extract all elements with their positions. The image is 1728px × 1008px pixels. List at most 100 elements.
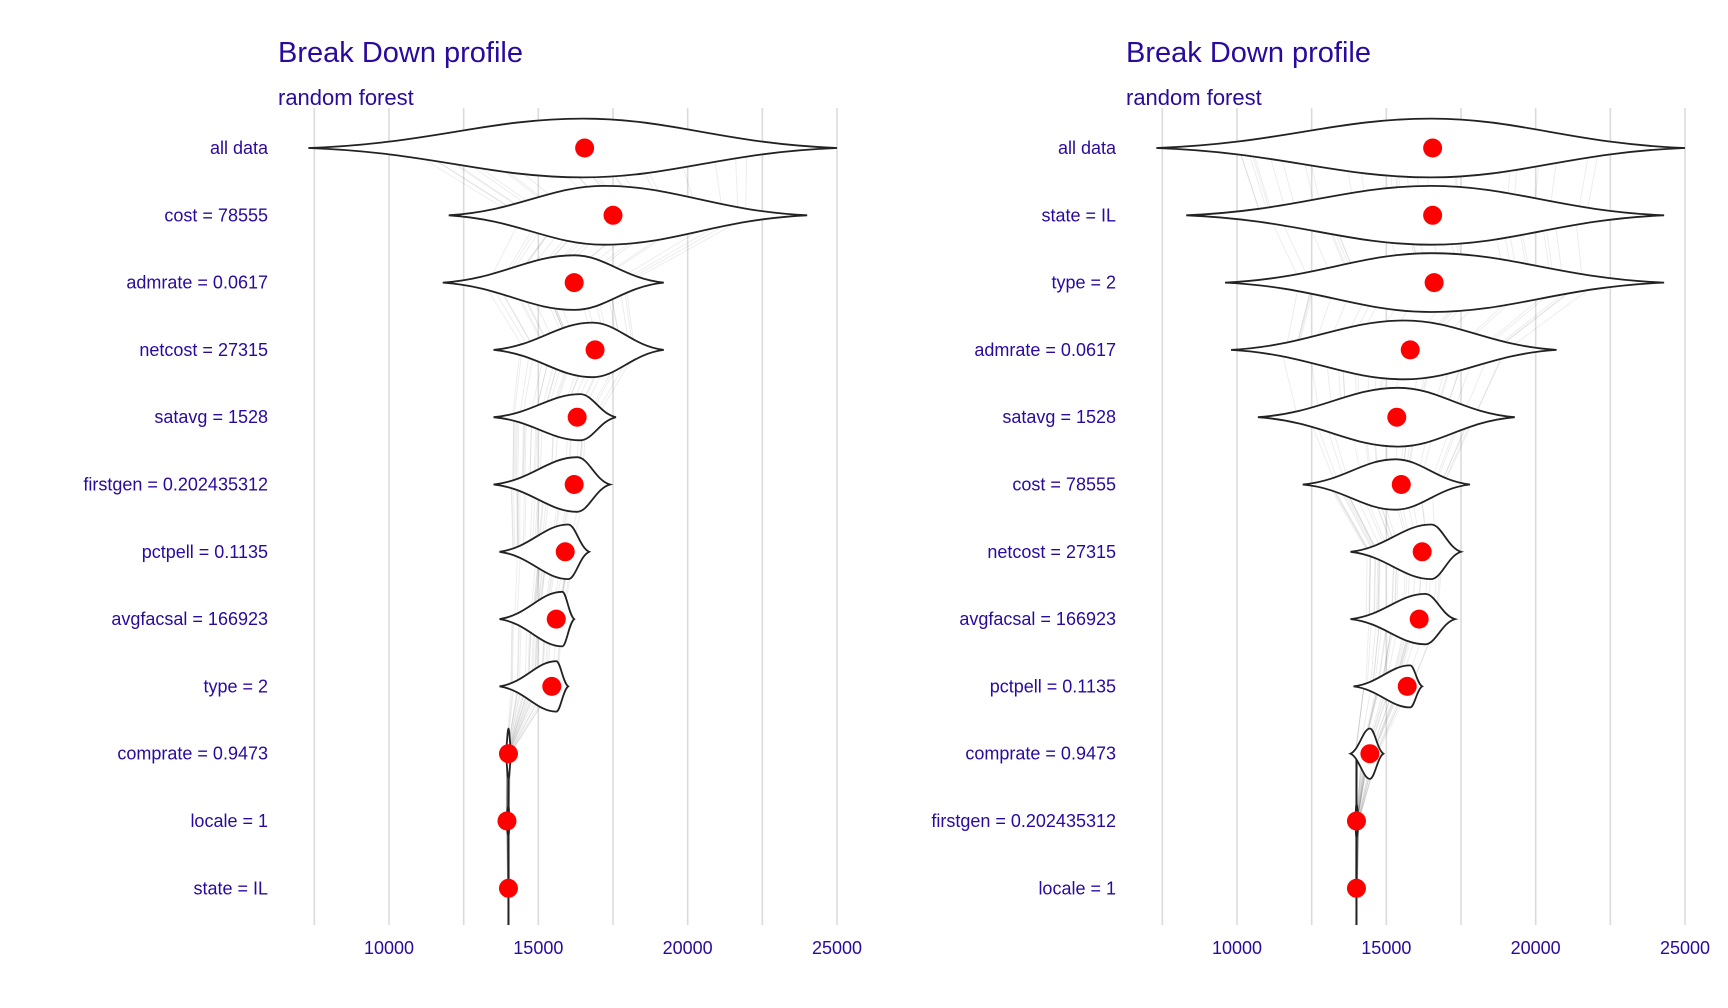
trace-line (511, 619, 514, 687)
mean-point (498, 744, 518, 764)
trace-line (510, 619, 513, 687)
trace-line (1378, 551, 1381, 620)
violin-shape (1350, 592, 1459, 646)
category-label: comprate = 0.9473 (117, 744, 268, 764)
trace-line (1372, 619, 1381, 687)
x-tick-label: 20000 (663, 938, 713, 958)
mean-point (564, 475, 584, 494)
mean-point (1412, 542, 1432, 562)
category-label: pctpell = 0.1135 (142, 542, 268, 562)
violin-shape (499, 523, 592, 581)
trace-line (1365, 551, 1368, 620)
trace-line (1249, 147, 1272, 216)
trace-line (1308, 417, 1337, 485)
x-tick-label: 15000 (513, 938, 563, 958)
x-tick-label: 20000 (1511, 938, 1561, 958)
left-panel: Break Down profile random forest 10000 15… (83, 37, 862, 958)
right-plot-area: 10000 15000 20000 25000 all data state = IL ty… (931, 108, 1710, 958)
mean-point (1423, 138, 1443, 158)
right-panel-subtitle: random forest (1126, 85, 1262, 110)
violin-shape (493, 393, 617, 442)
trace-line (522, 484, 525, 552)
category-label: locale = 1 (1038, 878, 1116, 898)
category-label: all data (210, 138, 269, 158)
trace-line (1238, 147, 1262, 216)
trace-line (524, 417, 527, 485)
trace-line (524, 484, 527, 552)
trace-line (1327, 484, 1368, 553)
trace-line (513, 349, 523, 418)
trace-line (516, 484, 518, 552)
trace-line (1374, 619, 1384, 687)
mean-point (603, 205, 623, 225)
mean-point (1409, 609, 1429, 629)
trace-line (515, 417, 518, 485)
violin-shape (1302, 458, 1471, 511)
mean-point (585, 340, 605, 360)
mean-point (1400, 340, 1420, 360)
category-label: satavg = 1528 (1002, 407, 1116, 427)
trace-line (1355, 686, 1365, 754)
trace-line (516, 619, 520, 687)
trace-line (1373, 551, 1376, 620)
category-label: netcost = 27315 (139, 340, 268, 360)
violin-shape (499, 590, 576, 648)
violin-shape (448, 184, 808, 246)
violin-shape (1257, 386, 1515, 448)
mean-point (1360, 744, 1380, 764)
trace-line (522, 417, 525, 485)
trace-line (1473, 349, 1506, 418)
category-label: firstgen = 0.202435312 (83, 475, 268, 495)
trace-line (523, 417, 526, 485)
trace-line (628, 214, 751, 284)
category-label: type = 2 (1051, 273, 1116, 293)
category-label: locale = 1 (190, 811, 268, 831)
x-tick-label: 10000 (364, 938, 414, 958)
trace-line (1585, 147, 1600, 216)
trace-line (1574, 215, 1584, 283)
violin-shape (1350, 523, 1465, 581)
category-label: state = IL (193, 878, 268, 898)
trace-line (1373, 551, 1377, 620)
category-label: satavg = 1528 (154, 407, 268, 427)
category-label: cost = 78555 (164, 205, 268, 225)
mean-point (1423, 205, 1443, 225)
mean-point (542, 676, 562, 696)
mean-point (546, 609, 566, 629)
violin-shape (308, 117, 838, 179)
trace-line (512, 417, 515, 485)
trace-line (745, 147, 748, 216)
violin-shape (1156, 117, 1686, 179)
category-label: type = 2 (203, 676, 268, 696)
mean-point (1387, 407, 1407, 427)
category-label: state = IL (1041, 205, 1116, 225)
mean-point (575, 138, 595, 158)
trace-line (521, 417, 525, 485)
mean-point (498, 878, 518, 898)
trace-line (512, 484, 516, 552)
category-label: comprate = 0.9473 (965, 744, 1116, 764)
trace-line (522, 349, 535, 418)
trace-line (511, 484, 514, 552)
left-plot-area: 10000 15000 20000 25000 all data cost = 78555… (83, 108, 862, 958)
trace-line (1356, 820, 1360, 889)
mean-point (567, 407, 587, 427)
mean-point (1346, 811, 1366, 831)
trace-line (512, 349, 521, 418)
trace-line (1366, 619, 1372, 687)
trace-line (1443, 416, 1476, 485)
trace-line (1331, 484, 1371, 553)
trace-line (510, 484, 514, 552)
trace-line (1372, 619, 1381, 687)
trace-line (1246, 147, 1269, 216)
violin-shape (1230, 319, 1557, 381)
x-tick-label: 25000 (1660, 938, 1710, 958)
trace-line (1354, 686, 1365, 754)
trace-line (512, 417, 515, 485)
mean-point (1346, 878, 1366, 898)
trace-line (1368, 551, 1371, 620)
trace-line (517, 619, 521, 687)
trace-line (1375, 551, 1379, 620)
trace-line (1354, 686, 1365, 754)
